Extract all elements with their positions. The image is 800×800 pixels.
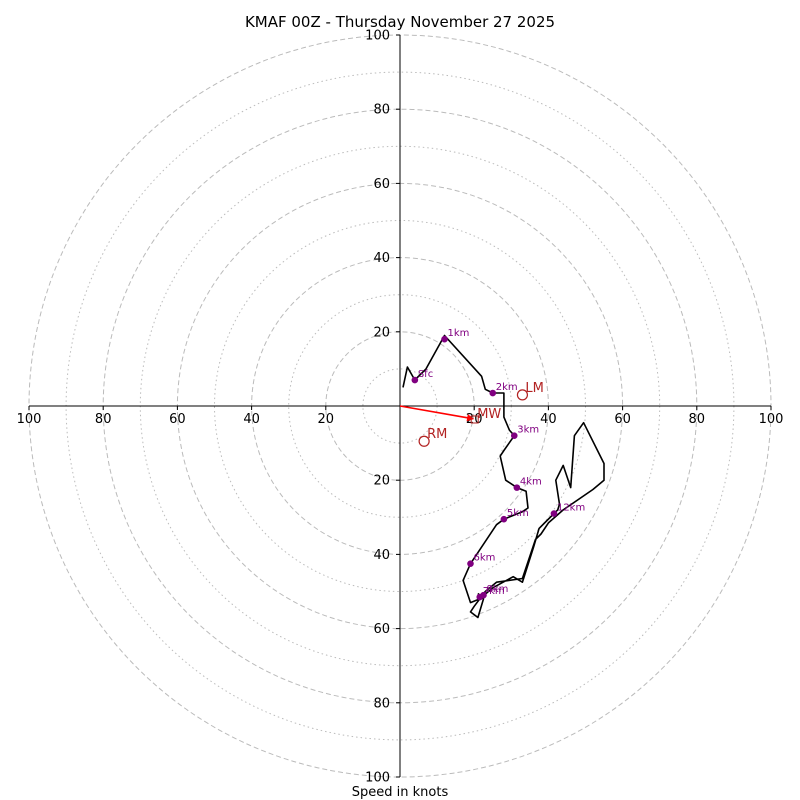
height-point-8km [480,591,487,599]
mean-wind-label: MW [477,407,501,422]
y-tick-label: 40 [373,548,390,563]
hodograph-trace-layer [402,334,605,619]
y-tick-label: 60 [373,177,390,192]
height-label-3km: 3km [517,425,539,436]
x-tick-label: 80 [689,412,706,427]
y-tick-label: 100 [365,771,390,786]
mean-wind-vector [399,405,469,419]
mean-wind-vector-layer: MW [399,405,501,424]
height-point-1km [441,335,448,343]
x-tick-label: 80 [95,412,112,427]
y-tick-label: 20 [373,325,390,340]
height-label-6km: 6km [473,553,495,564]
x-tick-label: 100 [17,412,42,427]
height-point-6km [467,560,474,567]
height-point-3km [510,432,518,439]
y-tick-label: 80 [373,696,390,711]
height-label-8km: 8km [486,584,508,595]
x-tick-label: 60 [614,412,631,427]
height-label-5km: 5km [507,508,529,519]
x-tick-label: 20 [318,412,335,427]
mean-wind-arrowhead [466,414,475,422]
storm-motion-rm [418,435,430,447]
height-label-7km: 7km [483,586,505,597]
height-label-sfc: Sfc [418,369,433,380]
x-axis-label: Speed in knots [352,785,449,800]
storm-motion-layer: LM RM [418,381,544,447]
height-point-5km [500,515,508,523]
height-point-2km [489,389,497,397]
height-label-2km: 2km [496,382,518,393]
mean-wind-marker [470,415,479,424]
height-point-12km [550,510,558,517]
height-point-4km [513,484,521,491]
hodograph-trace [402,334,605,619]
x-tick-label: 60 [169,412,186,427]
storm-motion-label-rm: RM [427,427,447,442]
chart-title: KMAF 00Z - Thursday November 27 2025 [245,13,555,31]
storm-motion-lm [516,389,529,401]
height-label-4km: 4km [520,477,542,488]
x-tick-label: 40 [243,412,260,427]
storm-motion-label-lm: LM [525,381,543,396]
y-tick-label: 20 [373,474,390,489]
x-tick-label: 40 [540,412,557,427]
height-point-sfc [411,376,419,384]
y-tick-label: 80 [373,103,390,118]
y-tick-label: 100 [365,29,390,44]
y-tick-label: 40 [373,251,390,266]
x-tick-label: 100 [759,412,784,427]
height-label-12km: 12km [557,503,585,514]
height-label-1km: 1km [448,328,470,339]
y-tick-label: 60 [373,622,390,637]
